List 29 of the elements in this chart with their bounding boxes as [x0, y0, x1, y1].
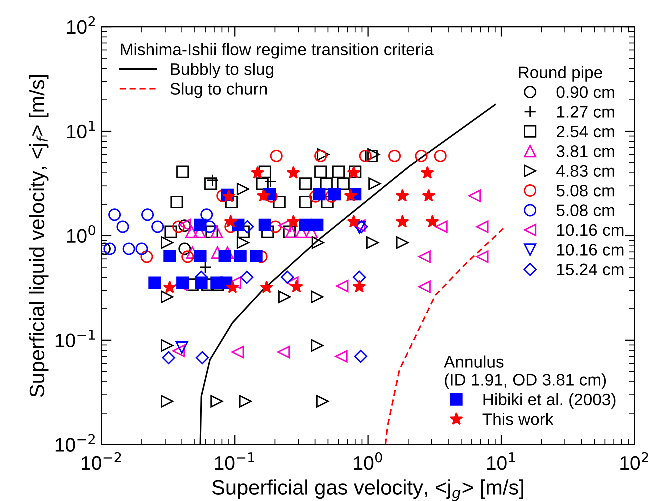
x-axis-title: Superficial gas velocity, <j$_{g}$> [m/s] — [212, 480, 524, 501]
legend-label: Bubbly to slug — [171, 63, 274, 79]
legend-label: 10.16 cm — [557, 244, 624, 256]
legend-label: 3.81 cm — [556, 146, 614, 158]
x-tick-label: 10$^{−1}$ — [215, 452, 254, 470]
y-tick-label: 10$^{1}$ — [67, 121, 96, 139]
legend-label: 0.90 cm — [556, 86, 614, 98]
legend-label: 15.24 cm — [557, 264, 624, 276]
y-tick-label: 10$^{2}$ — [67, 16, 96, 34]
y-tick-label: 10$^{0}$ — [67, 225, 96, 244]
legend-label: 10.16 cm — [557, 224, 624, 236]
x-tick-label: 10$^{1}$ — [487, 452, 516, 470]
legend-label: Slug to churn — [170, 82, 268, 98]
y-tick-label: 10$^{−1}$ — [56, 330, 96, 348]
legend-label: 5.08 cm — [556, 184, 614, 197]
legend-label: Hibiki et al. (2003) — [484, 393, 616, 409]
y-tick-label: 10$^{−2}$ — [56, 434, 95, 452]
legend-label: 1.27 cm — [557, 106, 614, 118]
text: Annulus (ID 1.91, OD 3.81 cm) — [444, 356, 606, 390]
text: Round pipe — [519, 66, 602, 82]
y-axis-title: Superficial liquid velocity, <j$_{f}$> [m/s] — [29, 75, 49, 398]
legend-label: 4.83 cm — [556, 165, 614, 178]
x-tick-label: 10$^{0}$ — [354, 452, 382, 470]
text: Mishima-Ishii flow regime transition criteria — [121, 43, 434, 59]
legend-label: 5.08 cm — [556, 204, 614, 216]
x-tick-label: 10$^{−2}$ — [82, 452, 122, 470]
legend-label: This work — [482, 413, 554, 426]
x-tick-label: 10$^{2}$ — [620, 452, 648, 470]
legend-label: 2.54 cm — [557, 126, 614, 138]
